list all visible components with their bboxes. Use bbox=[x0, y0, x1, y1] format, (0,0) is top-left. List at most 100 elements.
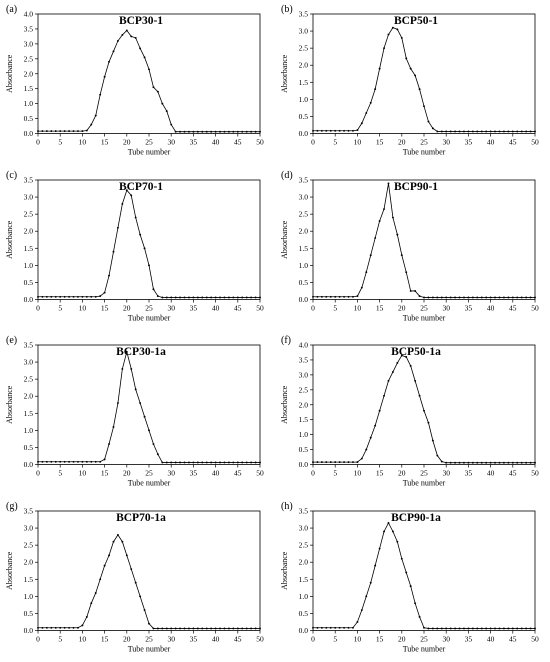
data-point bbox=[139, 47, 142, 50]
data-point bbox=[489, 461, 492, 464]
data-point bbox=[480, 296, 483, 298]
x-tick-label: 50 bbox=[256, 469, 264, 478]
data-point bbox=[196, 130, 199, 133]
series-line bbox=[313, 27, 535, 132]
data-point bbox=[400, 557, 403, 560]
x-tick-label: 40 bbox=[487, 303, 495, 312]
data-point bbox=[170, 461, 173, 464]
data-point bbox=[329, 295, 332, 298]
y-tick-label: 2.0 bbox=[24, 69, 34, 78]
data-point bbox=[467, 130, 470, 133]
data-point bbox=[431, 627, 434, 629]
data-point bbox=[391, 216, 394, 219]
y-tick-label: 0.0 bbox=[299, 295, 309, 304]
data-point bbox=[423, 296, 425, 298]
data-point bbox=[54, 130, 57, 133]
chart-svg: 0 5 10 15 20 25 30 35 40 45 50 0.0 0.5 1.0 1.5 2.0 2.5 3.… bbox=[5, 335, 264, 488]
data-point bbox=[250, 130, 253, 133]
panel-tag: (g) bbox=[6, 501, 18, 512]
data-point bbox=[343, 626, 346, 629]
data-point bbox=[201, 130, 204, 133]
y-tick-label: 4.0 bbox=[24, 10, 34, 19]
data-point bbox=[254, 461, 257, 464]
y-tick-label: 1.5 bbox=[24, 243, 34, 252]
x-tick-label: 45 bbox=[234, 303, 242, 312]
data-point bbox=[99, 294, 102, 297]
chart-panel: 0 5 10 15 20 25 30 35 40 45 50 0.0 0.5 1.0 1.5 2.0 2.5 3.… bbox=[275, 331, 550, 497]
data-point bbox=[400, 253, 403, 256]
data-point bbox=[179, 627, 182, 629]
data-point bbox=[507, 627, 510, 629]
y-tick-label: 1.5 bbox=[299, 415, 309, 424]
data-point bbox=[454, 296, 457, 298]
panel-tag: (f) bbox=[281, 335, 291, 346]
x-tick-label: 25 bbox=[420, 469, 428, 478]
data-point bbox=[165, 296, 168, 298]
data-point bbox=[90, 295, 93, 298]
chart-panel: 0 5 10 15 20 25 30 35 40 45 50 0.0 0.5 1.0 1.5 2.0 2.5 3.… bbox=[275, 497, 550, 662]
data-point bbox=[436, 296, 439, 298]
data-point bbox=[183, 627, 186, 629]
data-point bbox=[520, 130, 523, 133]
y-tick-label: 2.0 bbox=[299, 400, 309, 409]
data-point bbox=[525, 296, 528, 298]
data-point bbox=[94, 591, 97, 594]
data-point bbox=[245, 130, 248, 133]
x-tick-label: 25 bbox=[145, 303, 153, 312]
x-tick-label: 5 bbox=[58, 138, 62, 147]
data-point bbox=[387, 379, 390, 382]
y-tick-label: 0.0 bbox=[299, 626, 309, 635]
data-point bbox=[54, 295, 57, 298]
plot-frame bbox=[312, 510, 536, 631]
data-point bbox=[250, 627, 253, 629]
data-point bbox=[59, 295, 62, 298]
data-point bbox=[259, 627, 261, 629]
x-tick-label: 25 bbox=[420, 138, 428, 147]
data-point bbox=[45, 626, 48, 629]
data-point bbox=[90, 601, 93, 604]
data-point bbox=[148, 429, 150, 432]
data-point bbox=[329, 626, 332, 629]
y-tick-label: 0.5 bbox=[24, 443, 34, 452]
chart-svg: 0 5 10 15 20 25 30 35 40 45 50 0.0 0.5 1.0 1.5 2.0 2.5 3.… bbox=[5, 170, 264, 323]
series-line bbox=[38, 350, 260, 463]
data-point bbox=[312, 626, 314, 629]
data-point bbox=[418, 88, 421, 91]
data-point bbox=[516, 627, 519, 629]
y-tick-label: 1.0 bbox=[24, 591, 34, 600]
data-point bbox=[103, 291, 106, 294]
plot-frame bbox=[37, 510, 261, 631]
data-point bbox=[312, 295, 314, 298]
y-tick-label: 1.5 bbox=[24, 84, 34, 93]
y-tick-label: 2.5 bbox=[24, 54, 34, 63]
data-point bbox=[449, 627, 452, 629]
data-point bbox=[41, 130, 44, 133]
y-tick-label: 1.0 bbox=[299, 260, 309, 269]
data-point bbox=[423, 105, 425, 108]
x-tick-label: 30 bbox=[442, 469, 450, 478]
data-point bbox=[37, 130, 39, 133]
data-point bbox=[312, 461, 314, 464]
data-point bbox=[347, 626, 350, 629]
data-point bbox=[338, 295, 341, 298]
chart-title: BCP90-1a bbox=[391, 512, 441, 524]
data-point bbox=[347, 295, 350, 298]
x-axis-label: Tube number bbox=[128, 644, 171, 653]
data-point bbox=[72, 626, 75, 629]
data-point bbox=[405, 356, 408, 358]
data-point bbox=[374, 564, 377, 567]
data-point bbox=[414, 601, 417, 604]
data-point bbox=[37, 626, 39, 629]
data-point bbox=[378, 409, 381, 412]
y-tick-label: 2.0 bbox=[24, 557, 34, 566]
data-point bbox=[45, 460, 48, 463]
data-point bbox=[148, 68, 150, 71]
chart-svg: 0 5 10 15 20 25 30 35 40 45 50 0.0 0.5 1.0 1.5 2.0 2.5 3.… bbox=[5, 4, 264, 157]
data-point bbox=[387, 521, 390, 524]
data-point bbox=[471, 461, 474, 464]
data-point bbox=[174, 627, 177, 629]
y-tick-label: 2.5 bbox=[299, 44, 309, 53]
data-point bbox=[400, 354, 403, 357]
data-point bbox=[525, 461, 528, 464]
data-point bbox=[520, 296, 523, 298]
